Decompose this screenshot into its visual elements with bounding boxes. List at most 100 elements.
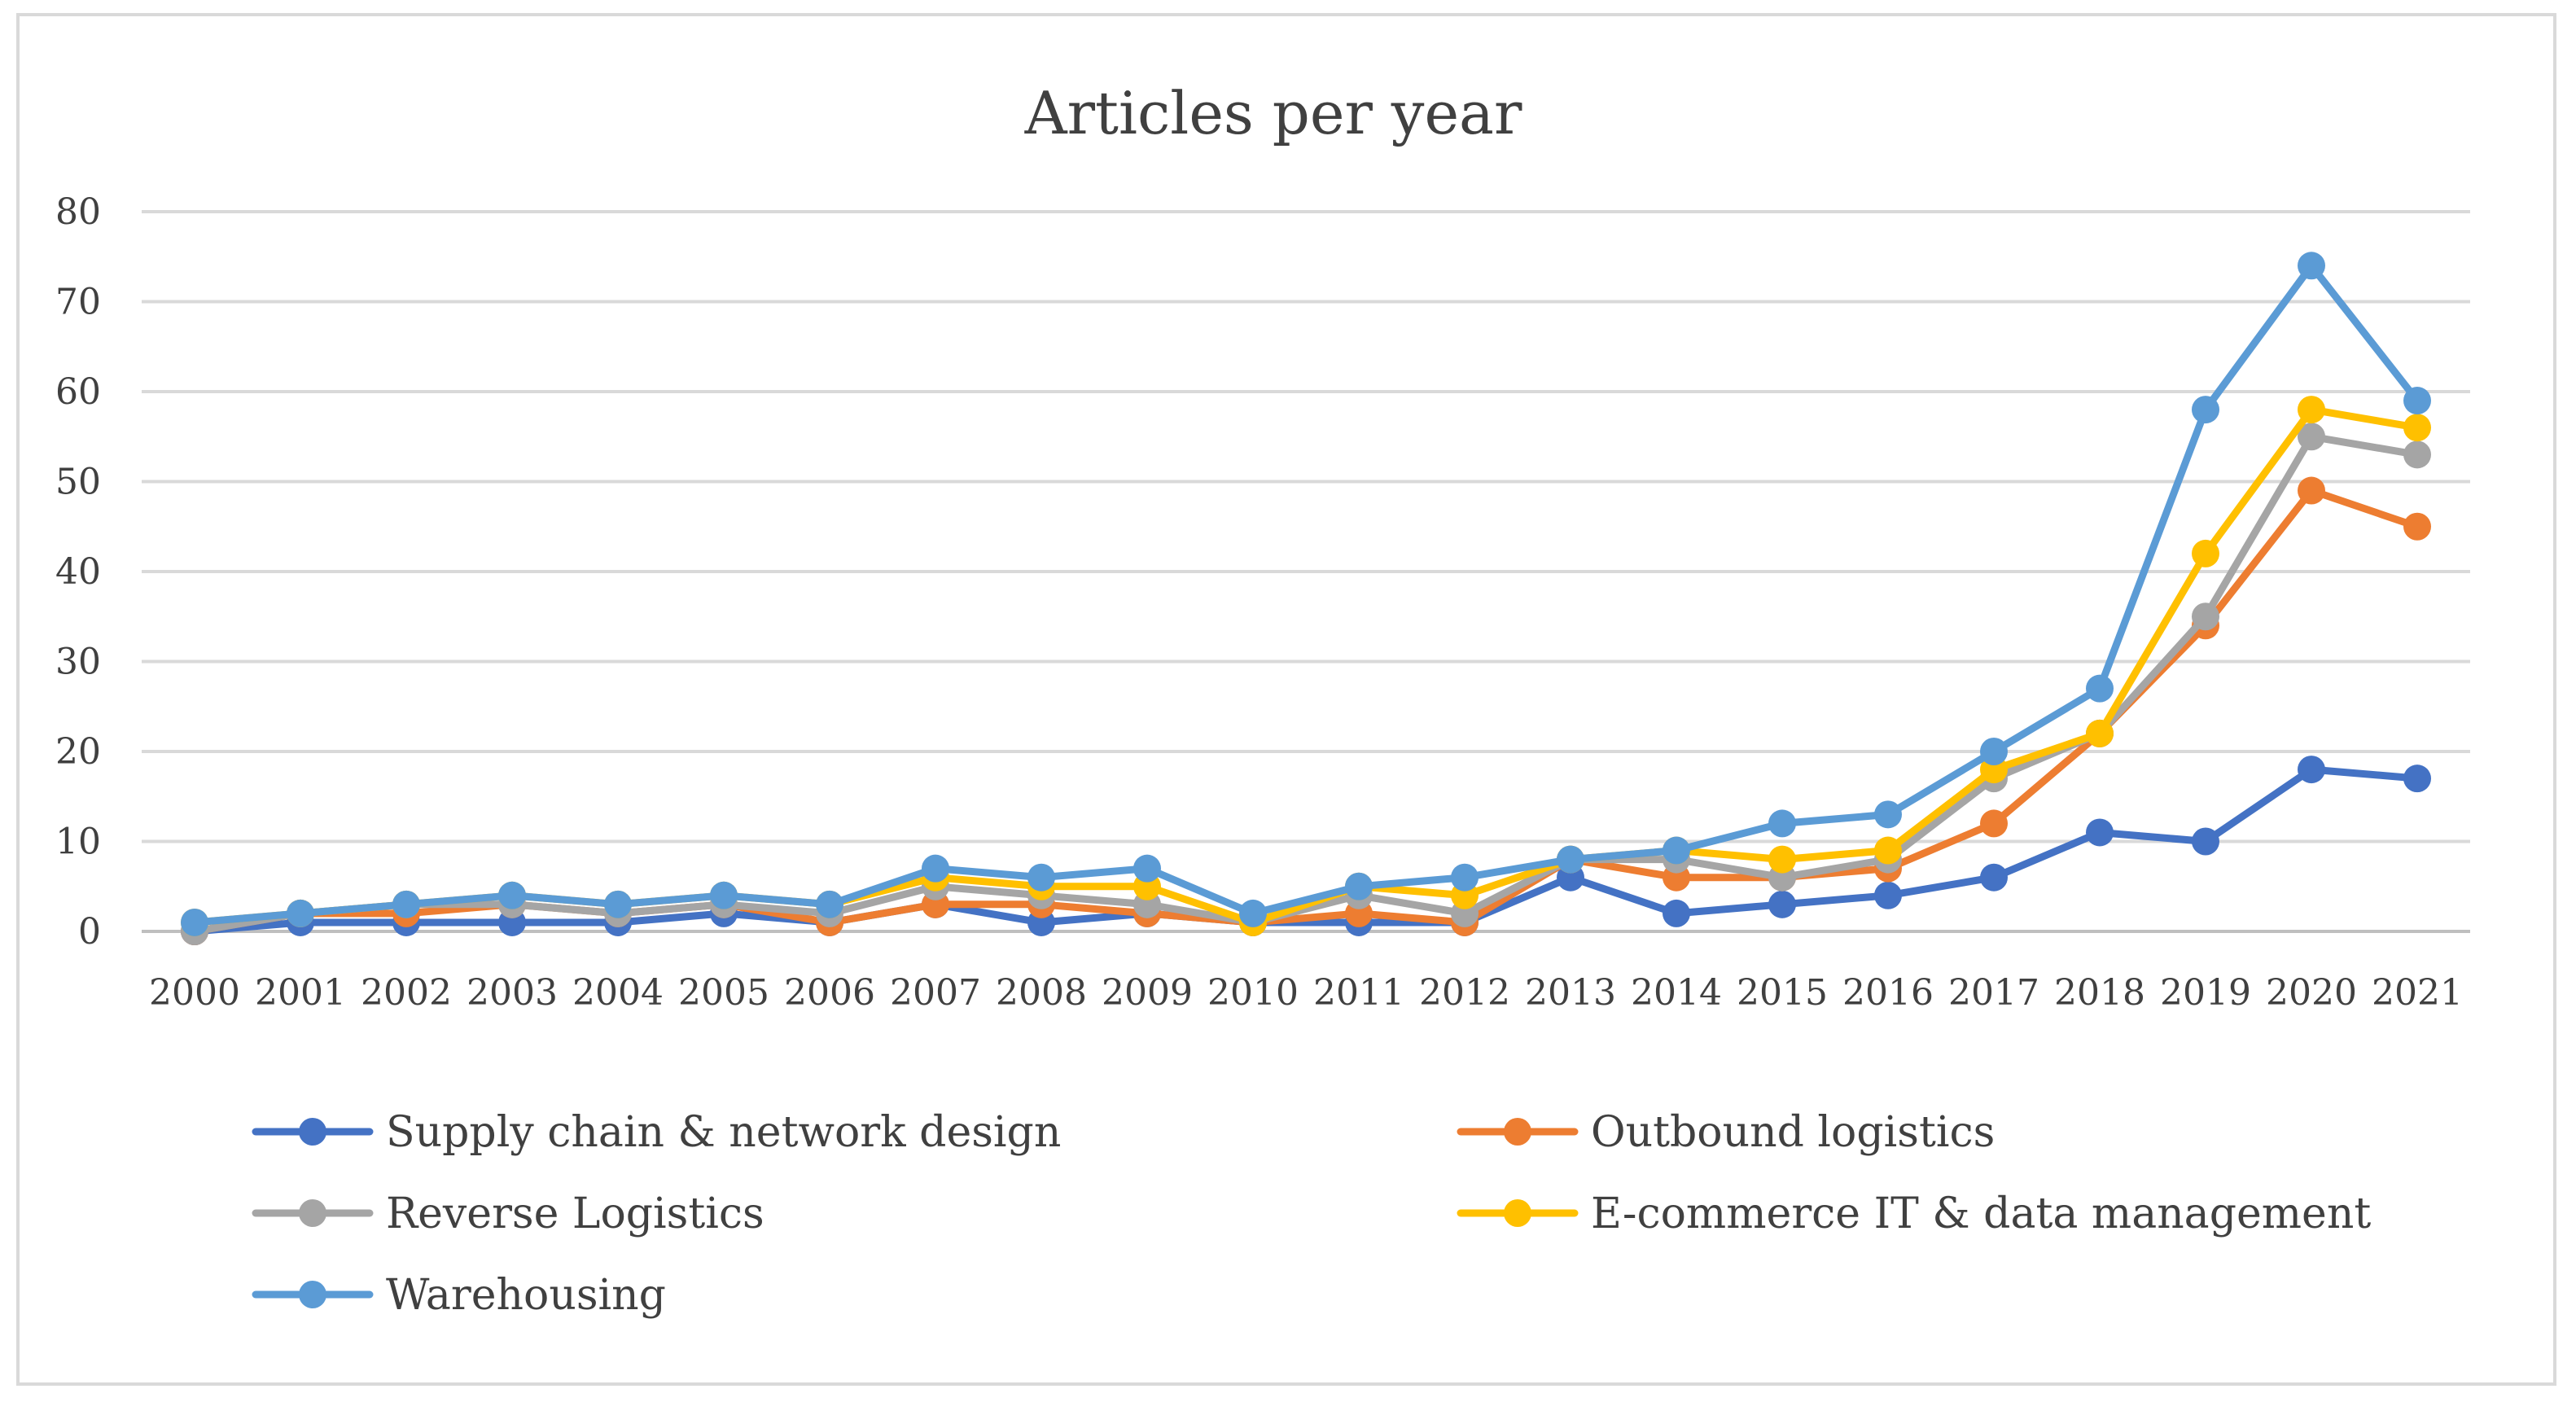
legend-label: Outbound logistics: [1591, 1108, 1995, 1157]
data-point: [1874, 836, 1902, 865]
data-point: [604, 890, 632, 918]
x-tick-label: 2009: [1102, 972, 1193, 1014]
data-point: [181, 908, 208, 936]
x-tick-label: 2021: [2372, 972, 2463, 1014]
x-tick-label: 2014: [1631, 972, 1722, 1014]
legend-label: Warehousing: [386, 1271, 666, 1320]
data-point: [2298, 476, 2325, 505]
data-point: [1133, 854, 1161, 883]
line-chart: Articles per year 0 10 20 30 40 50 60 70 80 2000…: [55, 79, 2470, 1320]
x-tick-label: 2019: [2160, 972, 2251, 1014]
data-point: [2403, 512, 2431, 541]
data-point: [1980, 863, 2008, 892]
y-tick-label: 50: [55, 462, 101, 503]
data-point: [1663, 836, 1690, 865]
x-tick-label: 2012: [1419, 972, 1510, 1014]
data-point: [1768, 809, 1796, 838]
data-point: [1557, 845, 1584, 874]
y-tick-label: 10: [55, 821, 101, 863]
data-point: [816, 890, 843, 918]
x-tick-label: 2008: [996, 972, 1087, 1014]
series-line: [191, 765, 2421, 935]
data-point: [392, 890, 420, 918]
data-point: [922, 854, 949, 883]
legend-marker: [1504, 1118, 1531, 1146]
series-line: [191, 432, 2421, 935]
y-tick-label: 0: [78, 911, 101, 953]
x-tick-label: 2017: [1948, 972, 2039, 1014]
x-tick-label: 2005: [678, 972, 769, 1014]
legend-entry: Reverse Logistics: [252, 1190, 764, 1238]
data-point: [2403, 387, 2431, 415]
x-tick-label: 2011: [1313, 972, 1404, 1014]
x-tick-label: 2013: [1525, 972, 1616, 1014]
data-point: [1874, 881, 1902, 909]
data-point: [1874, 800, 1902, 829]
series-4: [181, 252, 2431, 936]
grid-layer: [142, 210, 2470, 933]
y-tick-label: 70: [55, 282, 101, 323]
x-tick-label: 2003: [467, 972, 558, 1014]
data-point: [1768, 845, 1796, 874]
series-1: [181, 476, 2431, 945]
data-point: [2403, 440, 2431, 469]
data-point: [1980, 738, 2008, 765]
y-tick-label: 20: [55, 731, 101, 773]
x-tick-label: 2000: [149, 972, 240, 1014]
data-point: [2403, 414, 2431, 442]
data-point: [2403, 765, 2431, 793]
x-tick-label: 2006: [784, 972, 875, 1014]
data-point: [1768, 890, 1796, 918]
legend-entry: Outbound logistics: [1457, 1108, 1995, 1157]
data-point: [2298, 252, 2325, 280]
legend-label: Supply chain & network design: [386, 1108, 1061, 1157]
legend-marker: [1504, 1199, 1531, 1227]
chart-title: Articles per year: [1024, 79, 1522, 147]
data-point: [1451, 863, 1479, 892]
series-line: [191, 405, 2421, 927]
series-3: [181, 396, 2431, 936]
x-tick-label: 2001: [255, 972, 346, 1014]
data-point: [2298, 396, 2325, 424]
legend-label: Reverse Logistics: [386, 1190, 764, 1238]
x-tick-label: 2018: [2054, 972, 2145, 1014]
series-layer: [181, 252, 2431, 945]
x-tick-label: 2004: [572, 972, 664, 1014]
x-tick-label: 2016: [1842, 972, 1934, 1014]
y-tick-label: 80: [55, 191, 101, 233]
data-point: [498, 881, 526, 909]
data-point: [2086, 818, 2114, 847]
y-tick-label: 40: [55, 551, 101, 593]
data-point: [2298, 423, 2325, 451]
data-point: [1980, 809, 2008, 838]
data-point: [2192, 396, 2219, 424]
data-point: [2086, 674, 2114, 703]
legend-marker: [299, 1118, 326, 1146]
legend-entry: Warehousing: [252, 1271, 666, 1320]
x-tick-label: 2020: [2266, 972, 2357, 1014]
chart-frame: Articles per year 0 10 20 30 40 50 60 70 80 2000…: [16, 13, 2556, 1386]
data-point: [287, 899, 314, 927]
data-point: [2192, 827, 2219, 856]
legend-marker: [299, 1281, 326, 1308]
legend-marker: [299, 1199, 326, 1227]
x-tick-label: 2010: [1207, 972, 1299, 1014]
legend-label: E-commerce IT & data management: [1591, 1190, 2371, 1238]
legend-entry: Supply chain & network design: [252, 1108, 1061, 1157]
x-tick-label: 2015: [1737, 972, 1828, 1014]
y-tick-label: 30: [55, 642, 101, 683]
x-tick-label: 2007: [890, 972, 981, 1014]
data-point: [2192, 539, 2219, 567]
legend: Supply chain & network design Outbound lo…: [252, 1108, 2371, 1320]
data-point: [2298, 756, 2325, 784]
data-point: [2192, 602, 2219, 631]
series-line: [191, 487, 2421, 935]
series-line: [191, 261, 2421, 927]
x-tick-label: 2002: [361, 972, 452, 1014]
y-axis-ticks: 0 10 20 30 40 50 60 70 80: [55, 191, 101, 953]
y-tick-label: 60: [55, 371, 101, 413]
data-point: [2086, 719, 2114, 747]
data-point: [1239, 899, 1267, 927]
data-point: [1663, 899, 1690, 927]
data-point: [710, 881, 738, 909]
